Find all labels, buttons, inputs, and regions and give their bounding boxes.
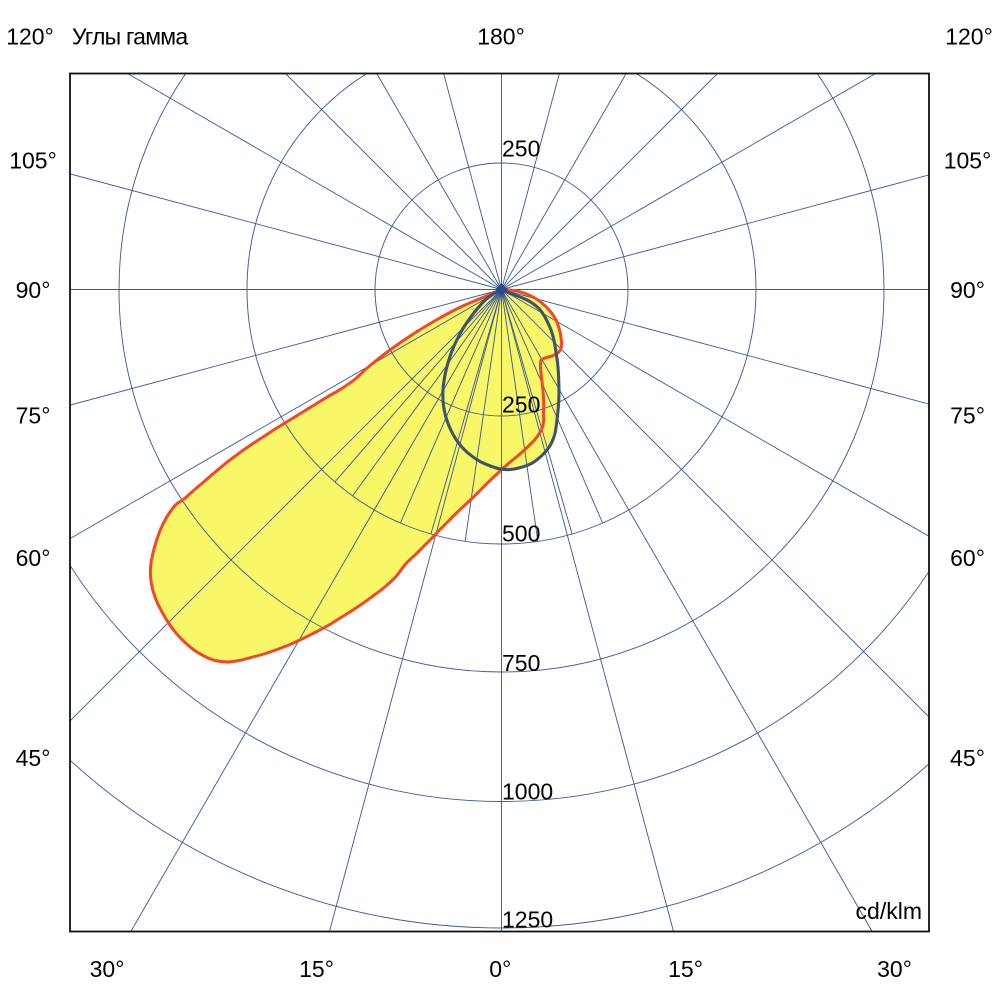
- svg-text:105°: 105°: [9, 148, 57, 174]
- svg-text:30°: 30°: [90, 956, 125, 982]
- svg-text:Углы гамма: Углы гамма: [72, 24, 188, 50]
- svg-text:180°: 180°: [477, 24, 525, 50]
- svg-text:75°: 75°: [16, 403, 51, 429]
- svg-text:75°: 75°: [950, 403, 985, 429]
- svg-text:cd/klm: cd/klm: [856, 898, 922, 924]
- svg-text:250: 250: [502, 136, 540, 162]
- svg-text:500: 500: [502, 521, 540, 547]
- svg-text:250: 250: [502, 392, 540, 418]
- svg-text:45°: 45°: [16, 745, 51, 771]
- svg-text:750: 750: [502, 650, 540, 676]
- svg-text:1000: 1000: [502, 779, 553, 805]
- svg-text:60°: 60°: [950, 545, 985, 571]
- svg-text:45°: 45°: [950, 745, 985, 771]
- svg-text:15°: 15°: [668, 956, 703, 982]
- svg-text:120°: 120°: [6, 24, 54, 50]
- svg-text:0°: 0°: [489, 956, 511, 982]
- svg-text:15°: 15°: [299, 956, 334, 982]
- svg-text:120°: 120°: [945, 24, 993, 50]
- svg-text:90°: 90°: [16, 277, 51, 303]
- svg-text:105°: 105°: [944, 148, 992, 174]
- svg-text:1250: 1250: [502, 907, 553, 933]
- svg-text:30°: 30°: [877, 956, 912, 982]
- svg-text:60°: 60°: [16, 545, 51, 571]
- svg-text:90°: 90°: [950, 277, 985, 303]
